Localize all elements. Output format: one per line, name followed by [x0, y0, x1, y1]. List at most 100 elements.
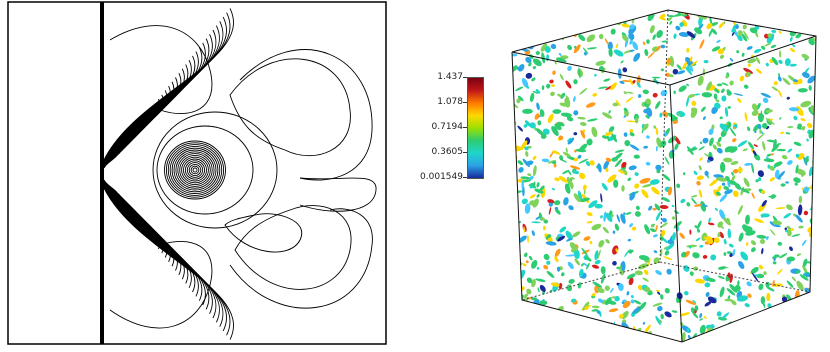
vortex-blob — [507, 81, 511, 85]
vortex-blob — [703, 59, 709, 64]
vortex-blob — [743, 177, 750, 187]
vortex-blob — [694, 278, 705, 284]
vortex-blob — [578, 67, 581, 79]
vortex-blob — [532, 165, 537, 177]
vortex-blob — [629, 78, 634, 86]
vortex-blob — [518, 64, 525, 72]
vortex-blob — [612, 230, 616, 234]
vortex-blob — [719, 161, 726, 173]
vortex-blob — [820, 173, 826, 179]
vortex-blob — [594, 203, 603, 209]
vortex-blob — [642, 321, 646, 325]
vortex-blob — [543, 264, 549, 270]
vortex-blob — [556, 319, 560, 328]
vortex-blob — [815, 225, 823, 232]
vortex-blob — [761, 190, 765, 194]
vortex-blob — [721, 88, 725, 93]
vortex-blob — [806, 294, 816, 300]
vortex-blob — [746, 71, 751, 77]
vortex-blob — [721, 82, 729, 86]
vortex-blob — [590, 334, 596, 339]
vortex-blob — [514, 10, 519, 11]
vortex-blob — [750, 18, 759, 21]
vortex-blob — [647, 11, 655, 22]
vortex-blob — [532, 58, 542, 67]
vortex-blob — [771, 143, 780, 152]
vortex-blob — [512, 155, 516, 161]
vortex-blob — [737, 280, 740, 286]
vortex-blob — [528, 326, 538, 333]
vortex-blob — [818, 220, 821, 224]
vortex-blob — [724, 189, 733, 195]
vortex-blob — [778, 323, 785, 334]
vortex-blob — [749, 331, 753, 336]
vortex-blob — [577, 282, 582, 289]
vortex-blob — [806, 301, 810, 304]
vortex-blob — [732, 123, 738, 130]
vortex-blob — [736, 50, 740, 54]
vortex-blob — [806, 336, 816, 342]
vortex-blob — [812, 320, 816, 328]
vortex-blob — [644, 224, 651, 235]
vortex-blob — [635, 205, 640, 211]
vortex-blob — [775, 207, 786, 210]
vortex-blob — [512, 211, 515, 222]
vortex-blob — [512, 332, 516, 339]
contour-line — [171, 147, 219, 193]
vortex-blob — [793, 115, 798, 121]
vortex-blob — [656, 2, 665, 10]
vortex-blob — [620, 60, 624, 64]
vortex-blob — [573, 248, 580, 259]
vortex-blob — [783, 212, 792, 219]
vortex-blob — [655, 224, 658, 232]
vortex-blob — [526, 288, 532, 295]
vortex-blob — [801, 71, 810, 79]
vortex-blob — [522, 108, 533, 114]
vortex-blob — [723, 238, 727, 245]
contour-line — [186, 162, 204, 178]
vortex-blob — [628, 249, 633, 254]
vortex-blob — [615, 248, 619, 253]
vortex-blob — [608, 308, 619, 313]
vortex-blob — [664, 287, 670, 294]
vortex-blob — [546, 11, 552, 21]
vortex-blob — [518, 294, 524, 303]
vortex-blob — [632, 41, 639, 51]
vortex-blob — [819, 59, 830, 67]
vortex-blob — [717, 266, 727, 270]
vortex-blob — [514, 273, 519, 277]
vortex-blob — [517, 275, 520, 280]
vortex-blob — [806, 122, 813, 129]
vortex-blob — [719, 286, 725, 298]
vortex-blob — [512, 103, 514, 109]
vortex-blob — [605, 157, 612, 163]
vortex-blob — [539, 185, 545, 191]
vortex-blob — [634, 117, 639, 124]
vortex-blob — [535, 216, 541, 220]
vortex-blob — [692, 299, 697, 304]
vortex-blob — [544, 46, 551, 53]
vortex-blob — [569, 242, 578, 252]
vortex-blob — [660, 313, 664, 320]
vortex-blob — [719, 116, 723, 120]
vortex-blob — [639, 177, 651, 184]
vortex-blobs — [506, 2, 830, 342]
vortex-blob — [649, 179, 660, 185]
vortex-blob — [560, 92, 566, 99]
vortex-blob — [592, 93, 597, 97]
vortex-blob — [601, 183, 608, 191]
vortex-blob — [714, 102, 721, 109]
vortex-blob — [704, 170, 709, 177]
vortex-blob — [781, 316, 785, 323]
vortex-blob — [774, 169, 780, 179]
vortex-blob — [785, 132, 791, 135]
vortex-blob — [560, 158, 567, 163]
vortex-blob — [746, 329, 752, 337]
vortex-blob — [579, 122, 587, 126]
vortex-blob — [635, 10, 644, 14]
vortex-blob — [690, 10, 697, 13]
vortex-blob — [740, 15, 746, 20]
vortex-blob — [506, 98, 510, 105]
vortex-blob — [786, 204, 793, 211]
vortex-blob — [574, 258, 581, 266]
